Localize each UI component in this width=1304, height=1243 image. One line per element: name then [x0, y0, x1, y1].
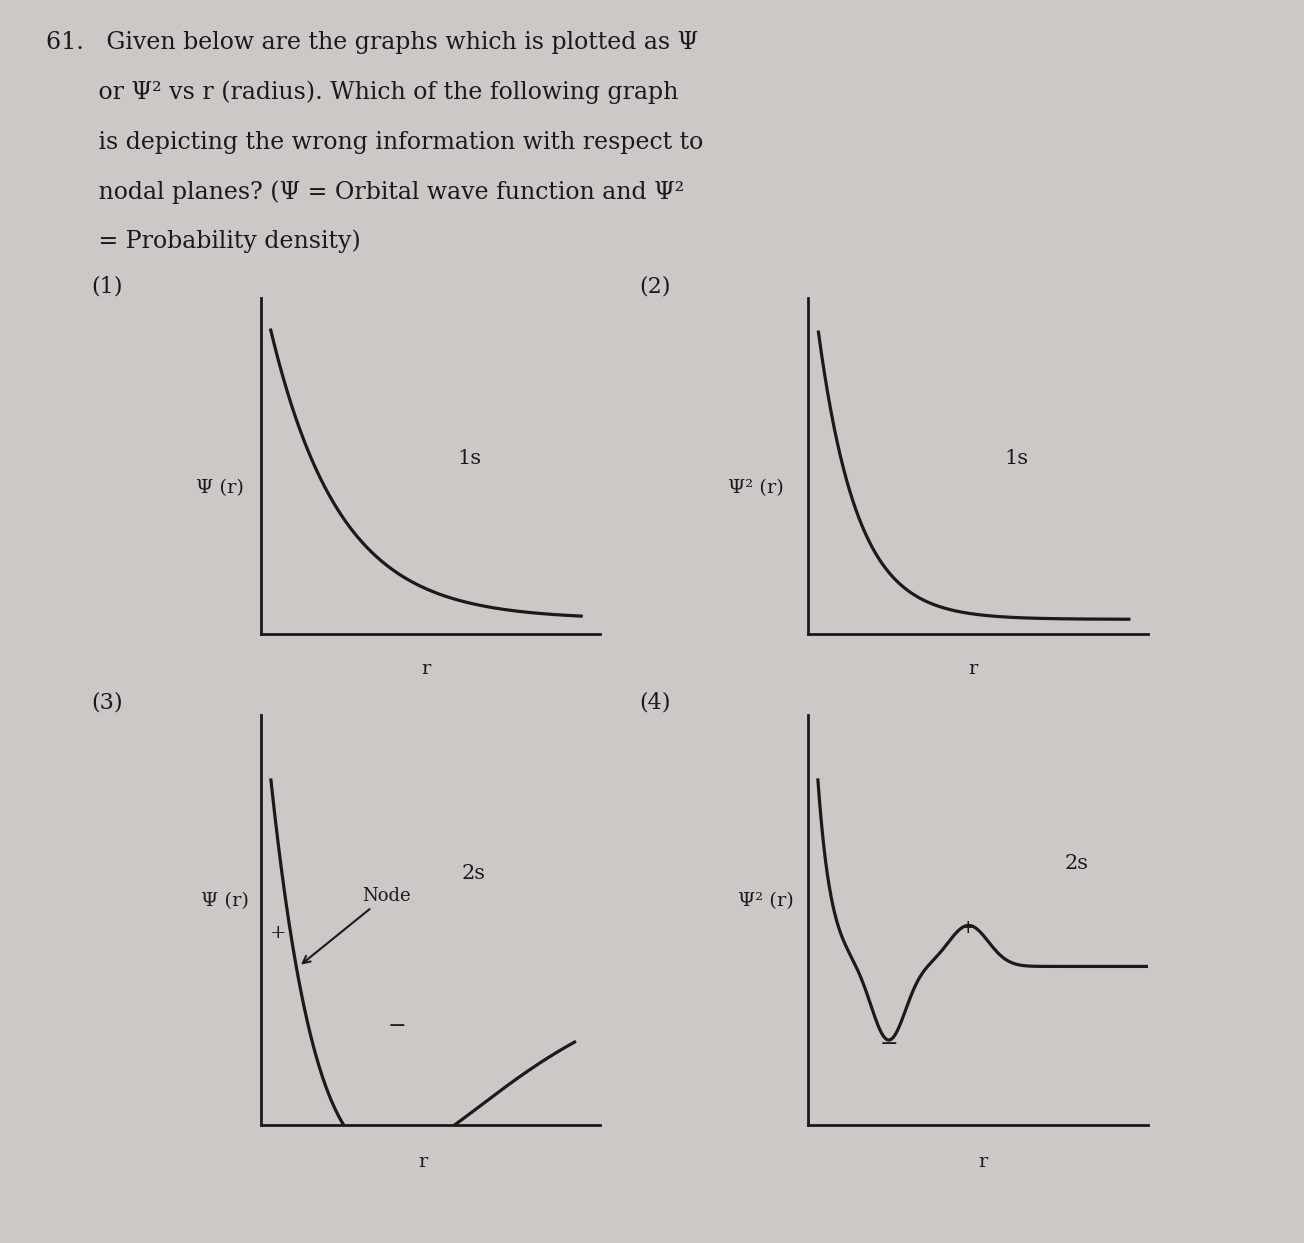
Text: Node: Node: [303, 886, 411, 963]
Text: +: +: [960, 919, 977, 937]
Text: 2s: 2s: [1065, 854, 1089, 874]
Text: −: −: [389, 1014, 407, 1037]
Text: r: r: [421, 660, 430, 679]
Text: (4): (4): [639, 691, 670, 713]
Text: nodal planes? (Ψ = Orbital wave function and Ψ²: nodal planes? (Ψ = Orbital wave function…: [46, 180, 683, 204]
Text: 2s: 2s: [462, 864, 485, 883]
Text: is depicting the wrong information with respect to: is depicting the wrong information with …: [46, 131, 703, 154]
Text: or Ψ² vs r (radius). Which of the following graph: or Ψ² vs r (radius). Which of the follow…: [46, 81, 678, 104]
Text: r: r: [978, 1154, 987, 1171]
Text: −: −: [879, 1033, 898, 1055]
Text: Ψ (r): Ψ (r): [197, 479, 244, 497]
Text: 1s: 1s: [1005, 449, 1029, 469]
Text: Ψ² (r): Ψ² (r): [728, 479, 784, 497]
Text: Ψ² (r): Ψ² (r): [738, 892, 794, 910]
Text: Ψ (r): Ψ (r): [201, 892, 249, 910]
Text: (3): (3): [91, 691, 123, 713]
Text: = Probability density): = Probability density): [46, 230, 360, 254]
Text: r: r: [419, 1154, 428, 1171]
Text: (2): (2): [639, 275, 670, 297]
Text: (1): (1): [91, 275, 123, 297]
Text: 1s: 1s: [458, 449, 481, 469]
Text: +: +: [270, 925, 287, 942]
Text: r: r: [969, 660, 978, 679]
Text: 61.   Given below are the graphs which is plotted as Ψ: 61. Given below are the graphs which is …: [46, 31, 698, 55]
